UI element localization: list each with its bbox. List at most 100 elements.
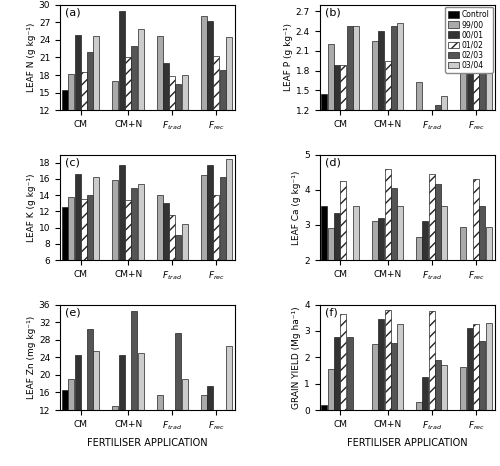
Bar	[207, 21, 213, 181]
Bar	[74, 174, 80, 309]
Bar	[226, 158, 232, 309]
Bar	[416, 237, 422, 330]
Bar	[429, 311, 434, 410]
Bar	[391, 343, 397, 410]
Bar	[422, 377, 428, 410]
Bar	[81, 199, 87, 309]
Bar	[435, 185, 441, 330]
Bar	[156, 36, 162, 181]
Text: (c): (c)	[66, 158, 80, 168]
Y-axis label: GRAIN YIELD (Mg ha⁻¹): GRAIN YIELD (Mg ha⁻¹)	[292, 306, 302, 409]
Bar	[182, 225, 188, 309]
Bar	[207, 386, 213, 463]
Y-axis label: LEAF P (g kg⁻¹): LEAF P (g kg⁻¹)	[284, 23, 292, 91]
X-axis label: FERTILISER APPLICATION: FERTILISER APPLICATION	[347, 438, 468, 448]
Bar	[118, 355, 124, 463]
Bar	[176, 333, 182, 463]
Bar	[479, 342, 485, 410]
Y-axis label: LEAF K (g kg⁻¹): LEAF K (g kg⁻¹)	[27, 173, 36, 241]
Bar	[397, 324, 403, 410]
Bar	[479, 206, 485, 330]
Bar	[384, 61, 390, 189]
Bar	[94, 351, 100, 463]
Bar	[340, 181, 346, 330]
Bar	[87, 52, 93, 181]
Bar	[378, 31, 384, 189]
Bar	[340, 65, 346, 189]
Bar	[112, 81, 118, 181]
Bar	[473, 179, 479, 330]
Bar	[486, 323, 492, 410]
Bar	[163, 63, 169, 181]
Bar	[163, 203, 169, 309]
Bar	[169, 215, 175, 309]
Bar	[486, 227, 492, 330]
Bar	[112, 406, 118, 463]
Bar	[322, 206, 328, 330]
Bar	[416, 402, 422, 410]
Bar	[74, 355, 80, 463]
Bar	[68, 74, 74, 181]
Bar	[372, 344, 378, 410]
Bar	[435, 360, 441, 410]
Bar	[138, 184, 143, 309]
Bar	[353, 26, 359, 189]
Bar	[200, 395, 206, 463]
Bar	[486, 61, 492, 189]
Text: (a): (a)	[66, 8, 81, 18]
Legend: Control, 99/00, 00/01, 01/02, 02/03, 03/04: Control, 99/00, 00/01, 01/02, 02/03, 03/…	[445, 7, 492, 73]
Bar	[138, 29, 143, 181]
Text: (e): (e)	[66, 308, 81, 318]
Bar	[328, 228, 334, 330]
Bar	[473, 60, 479, 189]
Bar	[169, 76, 175, 181]
Bar	[68, 197, 74, 309]
Text: (f): (f)	[325, 308, 338, 318]
Y-axis label: LEAF Ca (g kg⁻¹): LEAF Ca (g kg⁻¹)	[292, 170, 302, 245]
Bar	[322, 405, 328, 410]
Bar	[62, 391, 68, 463]
Bar	[334, 212, 340, 330]
Bar	[62, 90, 68, 181]
Bar	[132, 188, 138, 309]
Bar	[182, 75, 188, 181]
Bar	[200, 16, 206, 181]
Bar	[226, 346, 232, 463]
Bar	[220, 70, 226, 181]
Bar	[200, 175, 206, 309]
Bar	[460, 227, 466, 330]
Bar	[460, 11, 466, 189]
Bar	[132, 311, 138, 463]
Bar	[112, 180, 118, 309]
Bar	[87, 195, 93, 309]
Bar	[214, 56, 220, 181]
Bar	[214, 195, 220, 309]
Bar	[466, 328, 472, 410]
Bar	[182, 379, 188, 463]
Bar	[391, 26, 397, 189]
Bar	[442, 206, 448, 330]
Bar	[397, 206, 403, 330]
Bar	[340, 314, 346, 410]
Bar	[378, 319, 384, 410]
Bar	[391, 188, 397, 330]
Bar	[384, 310, 390, 410]
Bar	[473, 324, 479, 410]
Bar	[138, 353, 143, 463]
Bar	[94, 177, 100, 309]
Bar	[346, 337, 352, 410]
Bar	[118, 165, 124, 309]
Bar	[435, 105, 441, 189]
Y-axis label: LEAF Zn (mg kg⁻¹): LEAF Zn (mg kg⁻¹)	[27, 315, 36, 399]
Bar	[422, 221, 428, 330]
Bar	[372, 221, 378, 330]
Bar	[87, 329, 93, 463]
Bar	[334, 65, 340, 189]
X-axis label: FERTILISER APPLICATION: FERTILISER APPLICATION	[88, 438, 208, 448]
Bar	[74, 35, 80, 181]
Bar	[220, 177, 226, 309]
Bar	[156, 395, 162, 463]
Bar	[81, 72, 87, 181]
Bar	[466, 53, 472, 189]
Text: (b): (b)	[325, 8, 340, 18]
